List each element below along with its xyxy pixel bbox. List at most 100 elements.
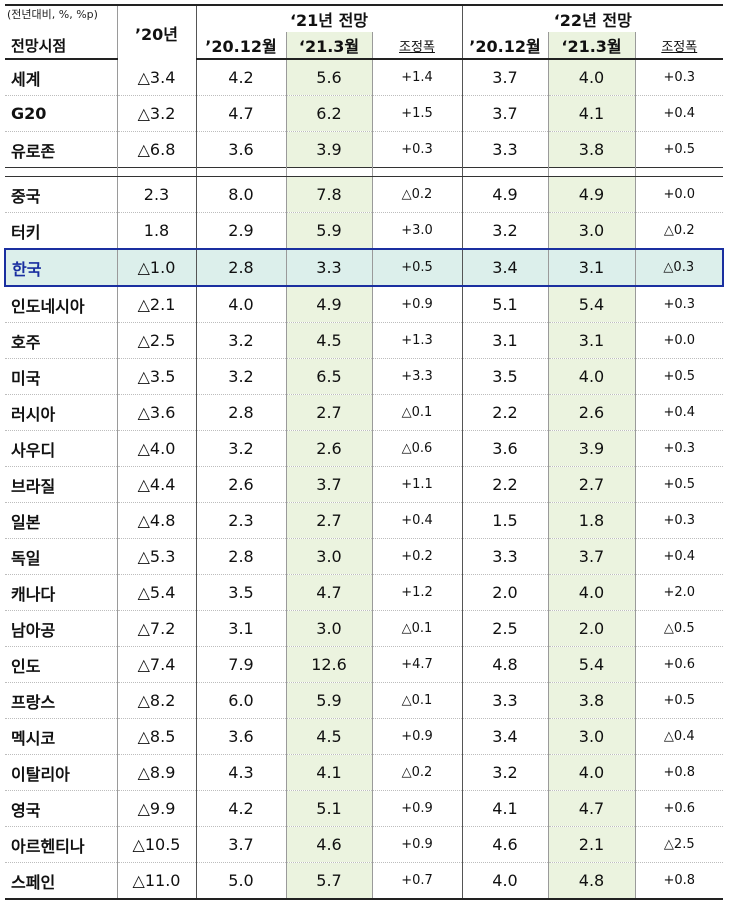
value-2022-adj: +0.3 <box>634 502 724 539</box>
value-2022-dec: 3.4 <box>461 248 548 287</box>
table-row: 인도 △7.4 7.9 12.6 +4.7 4.8 5.4 +0.6 <box>5 646 724 683</box>
value-2022-mar: 4.1 <box>547 95 635 132</box>
country-cell: 남아공 <box>5 610 117 647</box>
value-2022-dec: 4.9 <box>461 176 548 213</box>
value-2021-mar: 7.8 <box>285 176 372 213</box>
value-2020: △1.0 <box>116 248 196 287</box>
country-cell: 인도네시아 <box>5 286 117 323</box>
value-2021-mar: 5.1 <box>285 790 372 827</box>
value-2021-mar: 4.7 <box>285 574 372 611</box>
value-2022-dec: 5.1 <box>461 286 548 323</box>
country-cell: 일본 <box>5 502 117 539</box>
value-2020: △2.1 <box>116 286 196 323</box>
value-2022-adj: +0.3 <box>634 59 724 96</box>
value-2020: △2.5 <box>116 322 196 359</box>
value-2021-dec: 2.6 <box>195 466 286 503</box>
table-row: 스페인 △11.0 5.0 5.7 +0.7 4.0 4.8 +0.8 <box>5 862 724 900</box>
value-2022-adj: +0.0 <box>634 176 724 213</box>
value-2021-dec: 2.8 <box>195 248 286 287</box>
country-cell: 영국 <box>5 790 117 827</box>
value-2021-mar: 6.2 <box>285 95 372 132</box>
value-2022-dec: 4.0 <box>461 862 548 900</box>
value-2021-adj: +0.4 <box>371 502 462 539</box>
value-2021-dec: 4.2 <box>195 59 286 96</box>
value-2021-dec: 5.0 <box>195 862 286 900</box>
value-2022-mar: 3.0 <box>547 212 635 250</box>
value-2021-dec: 2.8 <box>195 394 286 431</box>
value-2022-dec: 2.2 <box>461 394 548 431</box>
value-2021-mar: 5.6 <box>285 59 372 96</box>
table-row: 미국 △3.5 3.2 6.5 +3.3 3.5 4.0 +0.5 <box>5 358 724 395</box>
value-2020: △4.8 <box>116 502 196 539</box>
value-2022-dec: 3.3 <box>461 131 548 168</box>
value-2022-dec: 3.1 <box>461 322 548 359</box>
country-cell: 세계 <box>5 59 117 96</box>
value-2021-adj: +3.0 <box>371 212 462 250</box>
value-2022-adj: △0.3 <box>634 248 725 287</box>
value-2021-dec: 8.0 <box>195 176 286 213</box>
value-2022-adj: △0.4 <box>634 718 724 755</box>
value-2022-adj: +0.5 <box>634 466 724 503</box>
country-cell: 유로존 <box>5 131 117 168</box>
value-2021-adj: +1.2 <box>371 574 462 611</box>
value-2021-mar: 3.9 <box>285 131 372 168</box>
table-row: 사우디 △4.0 3.2 2.6 △0.6 3.6 3.9 +0.3 <box>5 430 724 467</box>
value-2021-dec: 3.1 <box>195 610 286 647</box>
value-2021-mar: 3.0 <box>285 538 372 575</box>
country-cell: 캐나다 <box>5 574 117 611</box>
value-2022-mar: 4.7 <box>547 790 635 827</box>
value-2022-adj: +0.3 <box>634 430 724 467</box>
table-row: 남아공 △7.2 3.1 3.0 △0.1 2.5 2.0 △0.5 <box>5 610 724 647</box>
value-2021-mar: 3.7 <box>285 466 372 503</box>
value-2021-mar: 2.7 <box>285 502 372 539</box>
value-2021-adj: △0.1 <box>371 394 462 431</box>
country-cell: 이탈리아 <box>5 754 117 791</box>
value-2022-dec: 3.3 <box>461 538 548 575</box>
table-row: 인도네시아 △2.1 4.0 4.9 +0.9 5.1 5.4 +0.3 <box>5 286 724 323</box>
value-2022-mar: 1.8 <box>547 502 635 539</box>
value-2022-adj: △0.2 <box>634 212 724 250</box>
value-2022-dec: 3.3 <box>461 682 548 719</box>
value-2022-dec: 4.1 <box>461 790 548 827</box>
col-group-2021: ‘21년 전망 <box>195 4 462 32</box>
value-2020: △11.0 <box>116 862 196 900</box>
table-row: 터키 1.8 2.9 5.9 +3.0 3.2 3.0 △0.2 <box>5 212 724 250</box>
value-2022-adj: +0.5 <box>634 358 724 395</box>
value-2022-adj: +0.5 <box>634 682 724 719</box>
value-2022-dec: 3.7 <box>461 95 548 132</box>
value-2022-mar: 3.1 <box>547 248 635 287</box>
value-2021-mar: 5.9 <box>285 682 372 719</box>
table-row: 아르헨티나 △10.5 3.7 4.6 +0.9 4.6 2.1 △2.5 <box>5 826 724 863</box>
value-2021-dec: 3.6 <box>195 131 286 168</box>
value-2021-adj: △0.1 <box>371 610 462 647</box>
value-2022-dec: 2.5 <box>461 610 548 647</box>
value-2021-mar: 4.9 <box>285 286 372 323</box>
value-2022-dec: 4.6 <box>461 826 548 863</box>
value-2022-dec: 3.5 <box>461 358 548 395</box>
value-2022-mar: 2.0 <box>547 610 635 647</box>
value-2022-dec: 3.6 <box>461 430 548 467</box>
col-2021-adj: 조정폭 <box>371 32 462 60</box>
value-2022-adj: +2.0 <box>634 574 724 611</box>
country-cell: 터키 <box>5 212 117 250</box>
value-2021-adj: △0.2 <box>371 176 462 213</box>
value-2022-dec: 2.2 <box>461 466 548 503</box>
country-cell: 호주 <box>5 322 117 359</box>
value-2021-adj: +0.9 <box>371 826 462 863</box>
value-2020: △7.4 <box>116 646 196 683</box>
value-2021-adj: +0.9 <box>371 718 462 755</box>
value-2021-mar: 4.1 <box>285 754 372 791</box>
table-row: 세계 △3.4 4.2 5.6 +1.4 3.7 4.0 +0.3 <box>5 59 724 96</box>
value-2022-mar: 4.0 <box>547 754 635 791</box>
value-2021-dec: 3.6 <box>195 718 286 755</box>
country-cell: 멕시코 <box>5 718 117 755</box>
table-row: 영국 △9.9 4.2 5.1 +0.9 4.1 4.7 +0.6 <box>5 790 724 827</box>
table-row: 호주 △2.5 3.2 4.5 +1.3 3.1 3.1 +0.0 <box>5 322 724 359</box>
value-2022-mar: 4.0 <box>547 358 635 395</box>
value-2021-dec: 4.7 <box>195 95 286 132</box>
value-2020: 2.3 <box>116 176 196 213</box>
value-2021-dec: 3.2 <box>195 430 286 467</box>
col-group-2022: ‘22년 전망 <box>461 4 724 32</box>
value-2021-adj: +4.7 <box>371 646 462 683</box>
country-cell: 스페인 <box>5 862 117 900</box>
